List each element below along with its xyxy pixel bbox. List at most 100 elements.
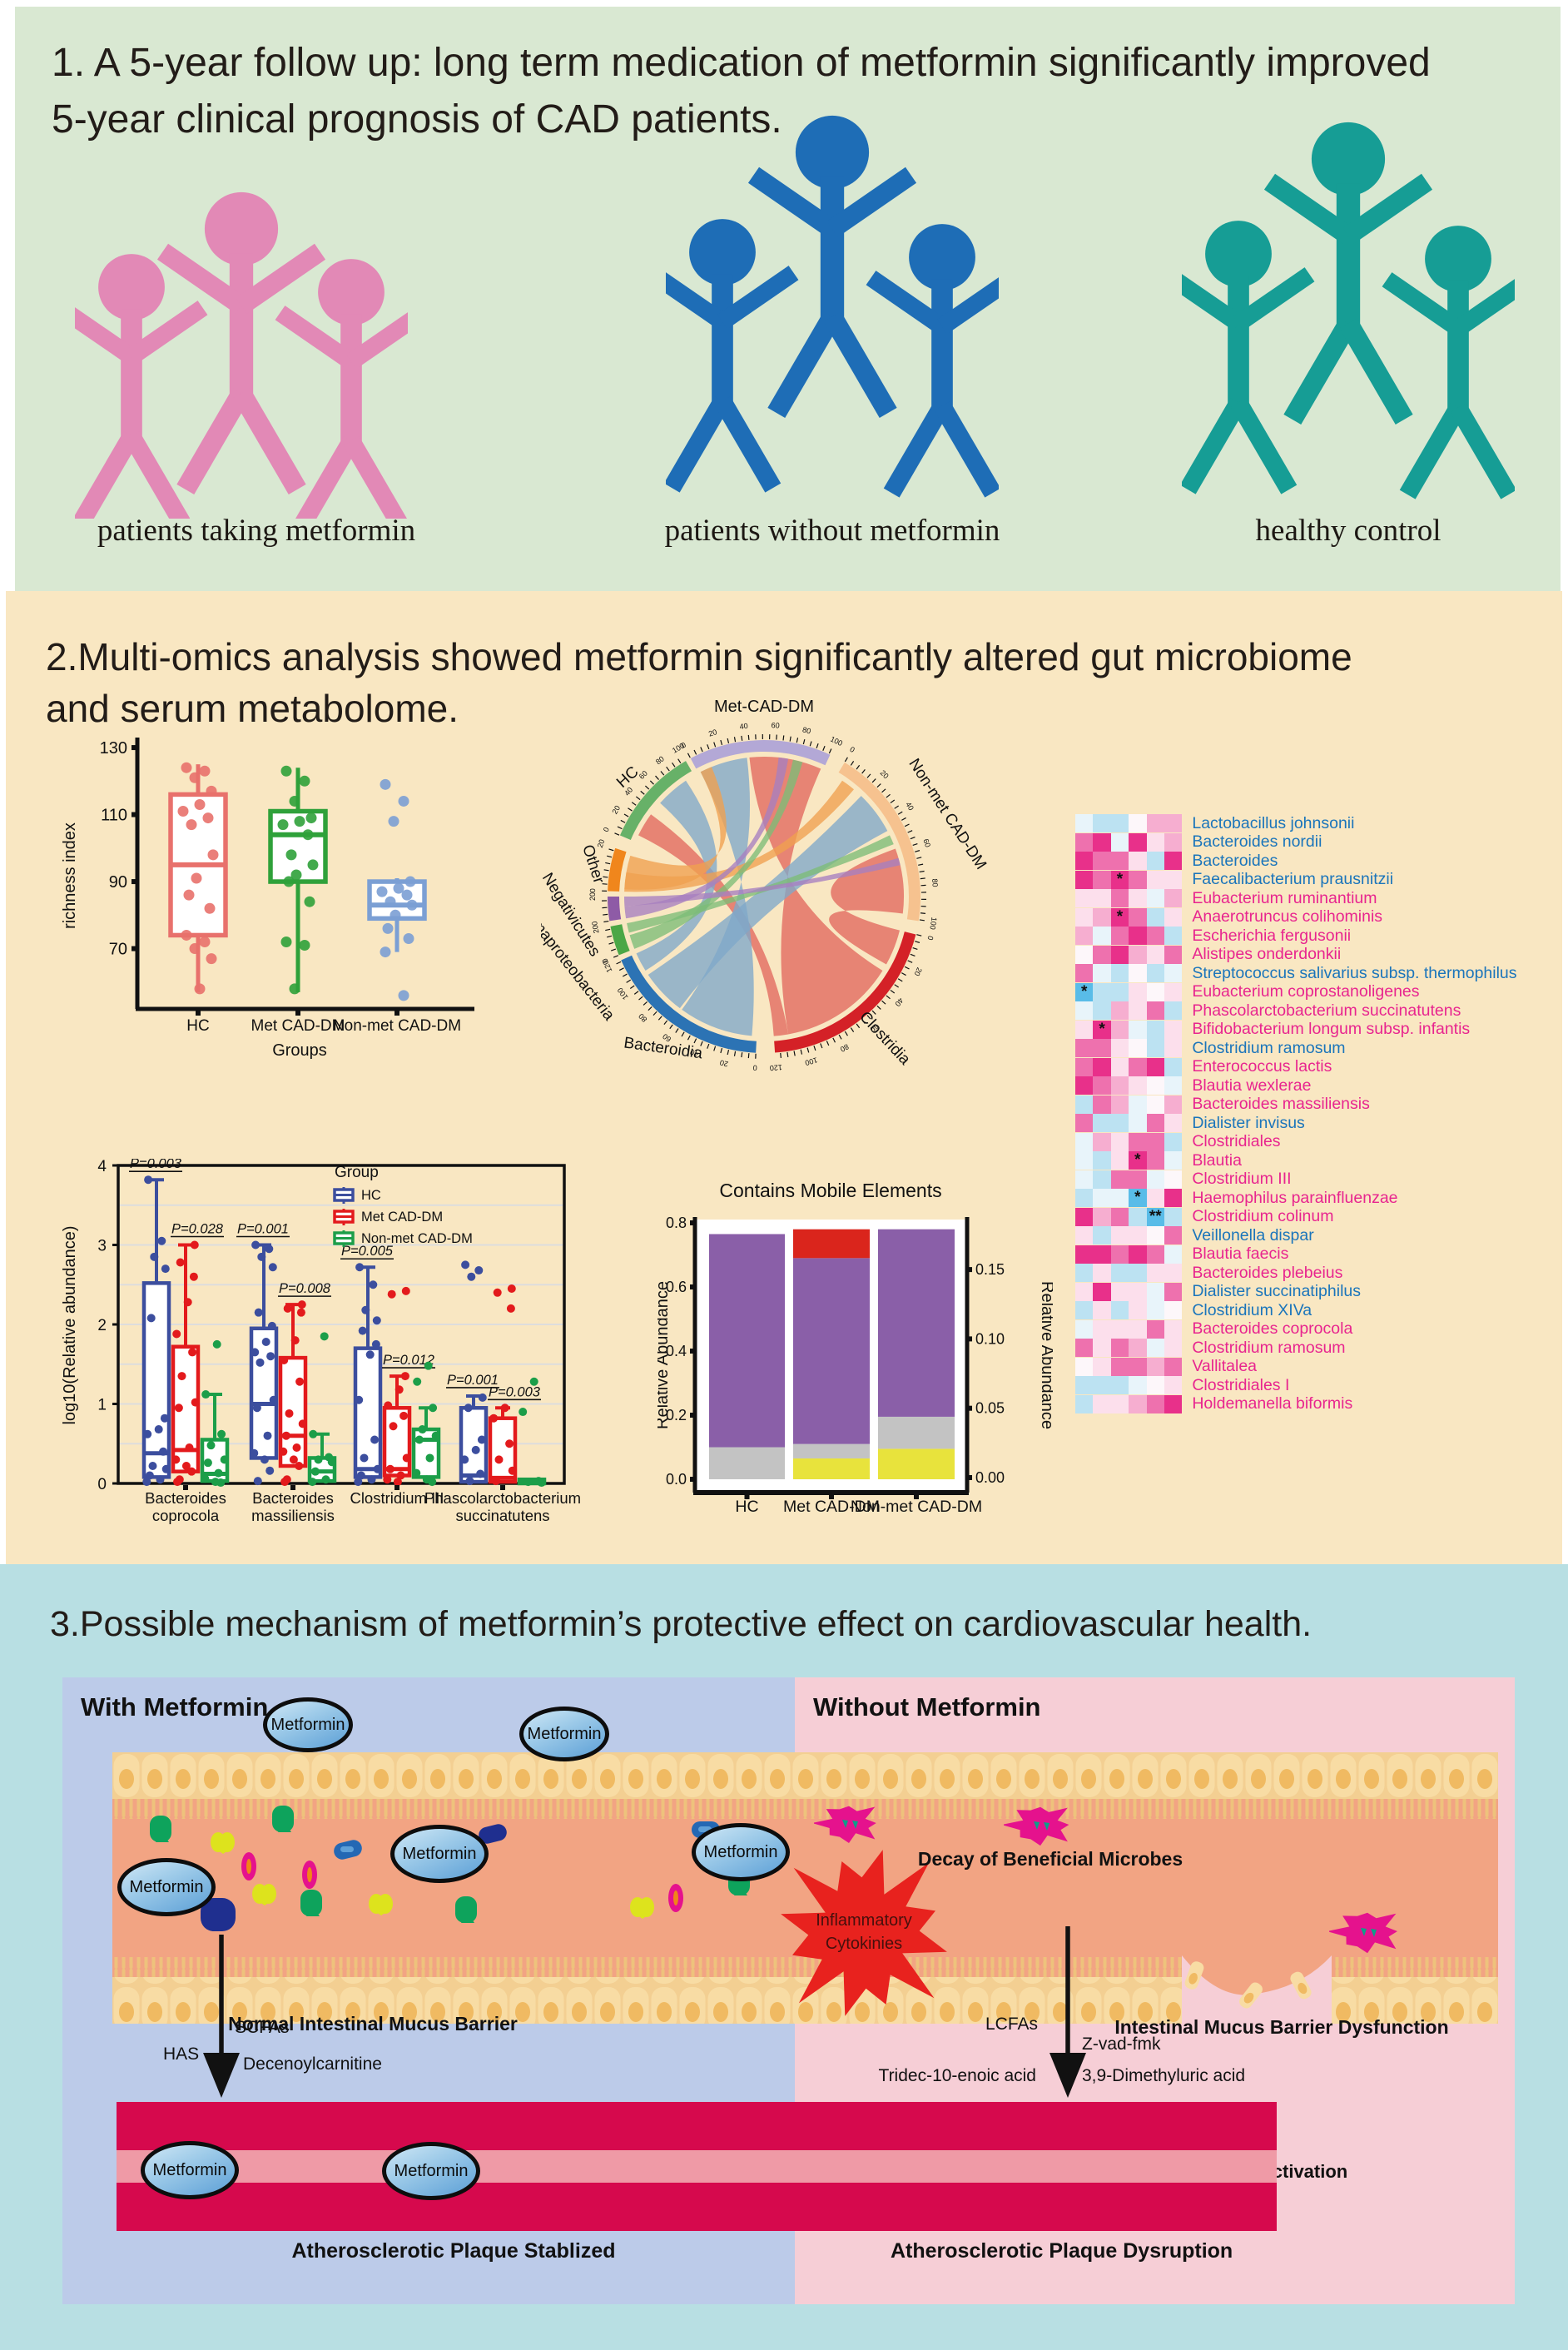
inflammatory-cytokines-star: Inflammatory Cytokinies (781, 1850, 947, 2016)
person-figure (866, 224, 999, 498)
mucus-interior (112, 1819, 1498, 1957)
scale-label: 60 (921, 837, 932, 848)
green-microbe (300, 1890, 322, 1916)
heatmap-cell (1129, 870, 1147, 889)
heatmap-cell (1129, 1357, 1147, 1376)
dimethyluric-acid-label: 3,9-Dimethyluric acid (1082, 2066, 1246, 2085)
data-point (474, 1266, 484, 1275)
group-caption-no-metformin: patients without metformin (664, 514, 1000, 548)
heatmap-cell (1110, 1282, 1129, 1301)
heatmap-cell (1164, 870, 1183, 889)
heatmap-cell (1110, 1132, 1129, 1151)
data-point (187, 1467, 196, 1476)
data-point (190, 1240, 199, 1250)
left-tick-label: 0.2 (666, 1407, 687, 1423)
data-point (387, 1289, 396, 1299)
tick (700, 1041, 703, 1046)
heatmap-cell (1129, 832, 1147, 852)
tick (850, 1027, 855, 1032)
heatmap-cell (1093, 945, 1111, 964)
heatmap-cell (1164, 1264, 1183, 1283)
heatmap-cell (1093, 1394, 1111, 1413)
heatmap-cell (1110, 964, 1129, 983)
heatmap-cell (1075, 927, 1094, 946)
heatmap-cell (1146, 852, 1164, 871)
tick (623, 813, 629, 817)
heatmap-cell (1164, 1151, 1183, 1170)
heatmap-cell (1164, 814, 1183, 833)
tick (653, 1011, 657, 1016)
significance-star: * (1134, 1151, 1141, 1170)
bar-segment-red (793, 1229, 870, 1259)
scale-label: 100 (616, 986, 630, 1001)
heatmap-row: Alistipes onderdonkii (1075, 946, 1517, 965)
data-point (173, 1478, 182, 1487)
heatmap-cell (1075, 832, 1094, 852)
heatmap-cell (1129, 1020, 1147, 1039)
data-point (157, 1236, 166, 1245)
data-point (314, 1455, 323, 1464)
data-point (172, 1329, 181, 1339)
tick (690, 1220, 695, 1225)
species-label: Clostridium ramosum (1192, 1338, 1346, 1357)
scale-label: 40 (623, 786, 634, 797)
heatmap-cell (1075, 1039, 1094, 1058)
tick (912, 842, 918, 847)
heatmap-cell (1075, 1057, 1094, 1076)
data-point (380, 778, 391, 790)
p-value: P=0.003 (130, 1159, 182, 1171)
heatmap-cell (1110, 1339, 1129, 1358)
green-microbe (272, 1806, 294, 1832)
data-point (307, 859, 319, 871)
significance-star: ** (1149, 1207, 1162, 1225)
data-point (403, 932, 414, 944)
data-point (460, 1455, 469, 1464)
tick (915, 850, 920, 852)
scale-label: 100 (829, 735, 844, 748)
falling-cell (1290, 1971, 1312, 2000)
tick (613, 955, 618, 958)
heatmap-cell (1164, 832, 1183, 852)
tick (713, 1046, 717, 1051)
tick (967, 1336, 972, 1342)
heatmap-cell (1164, 1376, 1183, 1395)
tick (727, 1050, 730, 1056)
chord-ribbon (624, 857, 901, 907)
tick (793, 1051, 796, 1056)
y-tick (131, 812, 137, 817)
heatmap-cell (1110, 1001, 1129, 1021)
data-point (277, 819, 289, 831)
tick (838, 1034, 842, 1040)
data-point (265, 1466, 275, 1475)
p-value: P=0.005 (341, 1244, 394, 1259)
data-point (161, 1464, 171, 1473)
person-figure (1182, 221, 1315, 494)
scale-label: 0 (925, 935, 935, 941)
heatmap-cell (1110, 1226, 1129, 1245)
data-point (355, 1395, 364, 1404)
heatmap-cell (1164, 982, 1183, 1001)
richness-boxplot: 70 90 110 130 richness index HC Met CAD-DMNon-… (61, 738, 474, 1060)
tick (672, 762, 676, 768)
data-point (297, 1300, 306, 1309)
tick (620, 819, 626, 823)
scale-label: 20 (610, 804, 622, 816)
heatmap-cell (1164, 1207, 1183, 1226)
tick (904, 823, 910, 827)
tick (617, 826, 623, 830)
heatmap-cell (1129, 1264, 1147, 1283)
heatmap-cell (1075, 945, 1094, 964)
metformin-pill-label: Metformin (402, 1844, 477, 1863)
y-axis-title: richness index (61, 822, 79, 929)
y-tick-label: 90 (109, 873, 127, 892)
heatmap-cell (1146, 1282, 1164, 1301)
chord-ribbon (636, 780, 717, 971)
p-value: P=0.001 (447, 1373, 499, 1388)
scale-label: 60 (661, 1032, 672, 1044)
heatmap-cell (1164, 964, 1183, 983)
species-label: Dialister succinatiphilus (1192, 1282, 1362, 1301)
species-label: Alistipes onderdonkii (1192, 945, 1342, 964)
without-metformin-title: Without Metformin (813, 1692, 1041, 1722)
heatmap-row: * Anaerotruncus colihominis (1075, 908, 1517, 927)
species-label: Clostridium XIVa (1192, 1300, 1312, 1319)
